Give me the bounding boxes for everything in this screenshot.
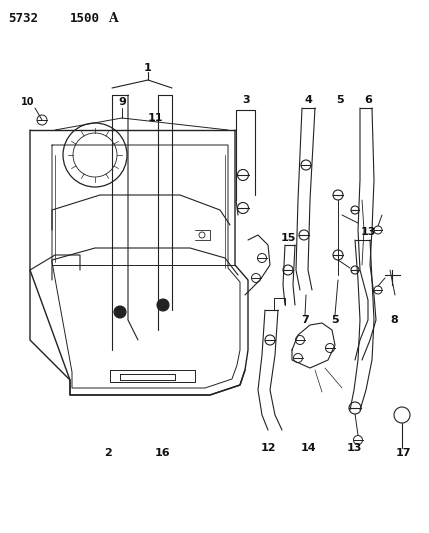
Text: 15: 15	[280, 233, 296, 243]
Text: 6: 6	[364, 95, 372, 105]
Text: 1: 1	[144, 63, 152, 73]
Text: 8: 8	[390, 315, 398, 325]
Text: 5: 5	[331, 315, 339, 325]
Text: 13: 13	[360, 227, 376, 237]
Text: 1500: 1500	[70, 12, 100, 25]
Text: 10: 10	[21, 97, 35, 107]
Text: 7: 7	[301, 315, 309, 325]
Text: 13: 13	[346, 443, 362, 453]
Text: 9: 9	[118, 97, 126, 107]
Text: 5: 5	[336, 95, 344, 105]
Text: 17: 17	[395, 448, 411, 458]
Text: 4: 4	[304, 95, 312, 105]
Text: 5732: 5732	[8, 12, 38, 25]
Circle shape	[114, 306, 126, 318]
Text: 12: 12	[260, 443, 276, 453]
Text: 16: 16	[155, 448, 171, 458]
Circle shape	[157, 299, 169, 311]
Text: 14: 14	[300, 443, 316, 453]
Text: A: A	[108, 12, 118, 25]
Text: 11: 11	[147, 113, 163, 123]
Text: 3: 3	[242, 95, 250, 105]
Text: 2: 2	[104, 448, 112, 458]
